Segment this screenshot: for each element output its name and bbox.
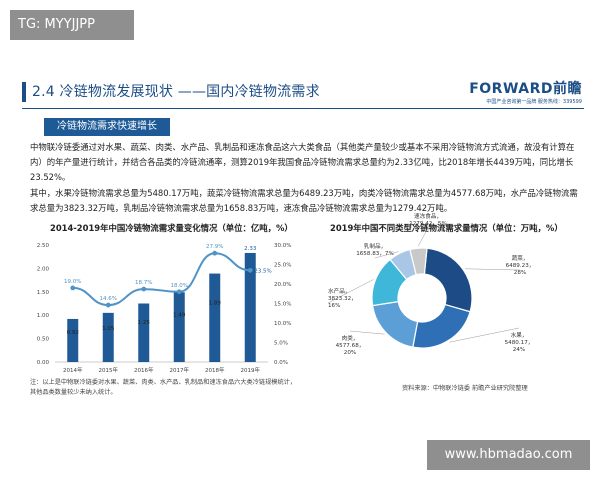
brand-name: FORWARD前瞻 (469, 81, 582, 97)
x-tick-label: 2016年 (134, 366, 154, 374)
growth-point (70, 285, 76, 291)
section-label: 冷链物流需求快速增长 (44, 118, 170, 136)
slice-label-name: 蔬菜， (512, 254, 529, 262)
growth-point (105, 302, 111, 308)
bar (138, 303, 150, 362)
y-right-tick-label: 5.0% (274, 341, 288, 347)
growth-label: 18.7% (135, 280, 152, 286)
slice-label-pct: 16% (328, 303, 340, 309)
bar-chart-title: 2014-2019年中国冷链物流需求量变化情况（单位：亿吨，%） (50, 223, 293, 233)
data-source: 资料来源：中物联冷链委 前瞻产业研究院整理 (402, 385, 528, 392)
y-left-tick-label: 1.50 (37, 290, 50, 296)
y-right-tick-label: 20.0% (274, 282, 291, 288)
donut-slice (412, 303, 471, 349)
watermark-top: TG: MYYJJPP (10, 10, 134, 40)
bar (244, 252, 256, 362)
y-left-tick-label: 0.00 (37, 360, 50, 366)
x-tick-label: 2014年 (63, 366, 83, 374)
bar-value-label: 1.89 (209, 301, 222, 307)
bar (173, 292, 185, 362)
slice-label-pct: 24% (513, 347, 525, 353)
slice-leader-line (465, 268, 521, 271)
growth-label: 19.0% (64, 279, 81, 285)
growth-point (141, 286, 147, 292)
slice-label-name: 水果， (511, 331, 528, 339)
y-right-tick-label: 25.0% (274, 263, 291, 269)
growth-point (176, 289, 182, 295)
slice-leader-line (327, 279, 374, 304)
paragraph-1: 中物联冷链委通过对水果、蔬菜、肉类、水产品、乳制品和速冻食品这六大类食品（其他类… (30, 142, 575, 182)
slice-label-name: 肉类， (342, 334, 359, 342)
slice-label-pct: 20% (344, 350, 356, 356)
paragraph-2: 其中，水果冷链物流需求总量为5480.17万吨，蔬菜冷链物流需求总量为6489.… (30, 188, 578, 213)
growth-label: 23.5% (254, 268, 271, 274)
growth-point (212, 250, 218, 256)
y-right-tick-label: 10.0% (274, 321, 291, 327)
growth-label: 18.0% (171, 283, 188, 289)
y-left-tick-label: 2.50 (37, 243, 50, 249)
y-left-tick-label: 2.00 (37, 266, 50, 272)
y-right-tick-label: 15.0% (274, 302, 291, 308)
donut-slice (389, 248, 417, 281)
y-left-tick-label: 0.50 (37, 337, 50, 343)
bar-value-label: 1.25 (138, 320, 151, 326)
y-right-tick-label: 30.0% (274, 243, 291, 249)
x-tick-label: 2018年 (205, 366, 225, 374)
slice-label-pct: 28% (514, 270, 526, 276)
slice-label-value: 3823.32， (328, 296, 357, 302)
x-tick-label: 2017年 (170, 366, 190, 374)
header-divider (22, 108, 584, 109)
donut-slice (423, 247, 473, 313)
growth-line (72, 252, 251, 307)
slice-label-name: 水产品， (328, 287, 350, 295)
chart-note: 注：以上是中物联冷链委对水果、蔬菜、肉类、水产品、乳制品和速冻食品六大类冷链规模… (30, 379, 297, 396)
x-tick-label: 2015年 (99, 366, 119, 374)
slice-label-name: 乳制品， (364, 242, 386, 250)
slice-leader-line (449, 327, 520, 343)
growth-label: 27.9% (206, 244, 223, 250)
donut-chart-title: 2019年中国不同类型冷链物流需求量情况（单位：万吨，%） (330, 223, 563, 233)
bar (67, 318, 79, 362)
slice-label-value: 5480.17， (505, 340, 534, 346)
slide-header: 2.4 冷链物流发展现状 ——国内冷链物流需求 FORWARD前瞻 中国产业咨询… (22, 78, 582, 105)
watermark-bottom: www.hbmadao.com (427, 440, 590, 470)
bar-value-label: 1.05 (102, 326, 115, 332)
slice-label-value: 1658.83，7% (356, 251, 394, 257)
slice-label-value: 6489.23， (506, 263, 535, 269)
bar (209, 273, 221, 362)
growth-label: 14.6% (100, 296, 117, 302)
bar-value-label: 0.92 (67, 330, 79, 336)
brand-subtitle: 中国产业咨询第一品牌 服务热线：339599 (486, 99, 582, 105)
bar (102, 312, 114, 362)
donut-slice (371, 300, 419, 348)
bar-value-label: 1.49 (173, 313, 186, 319)
bar-value-label: 2.33 (244, 246, 257, 252)
header-accent-bar (22, 82, 26, 102)
y-left-tick-label: 1.00 (37, 313, 50, 319)
slice-leader-line (374, 251, 399, 259)
page-title: 2.4 冷链物流发展现状 ——国内冷链物流需求 (32, 84, 320, 100)
donut-slice (371, 258, 408, 307)
slice-leader-line (349, 330, 385, 335)
y-right-tick-label: 0.0% (274, 360, 288, 366)
donut-slice (409, 247, 428, 276)
brand-logo: FORWARD前瞻 中国产业咨询第一品牌 服务热线：339599 (469, 78, 582, 105)
growth-point (247, 267, 253, 273)
x-tick-label: 2019年 (241, 366, 261, 374)
slice-label-value: 4577.68， (336, 343, 365, 349)
